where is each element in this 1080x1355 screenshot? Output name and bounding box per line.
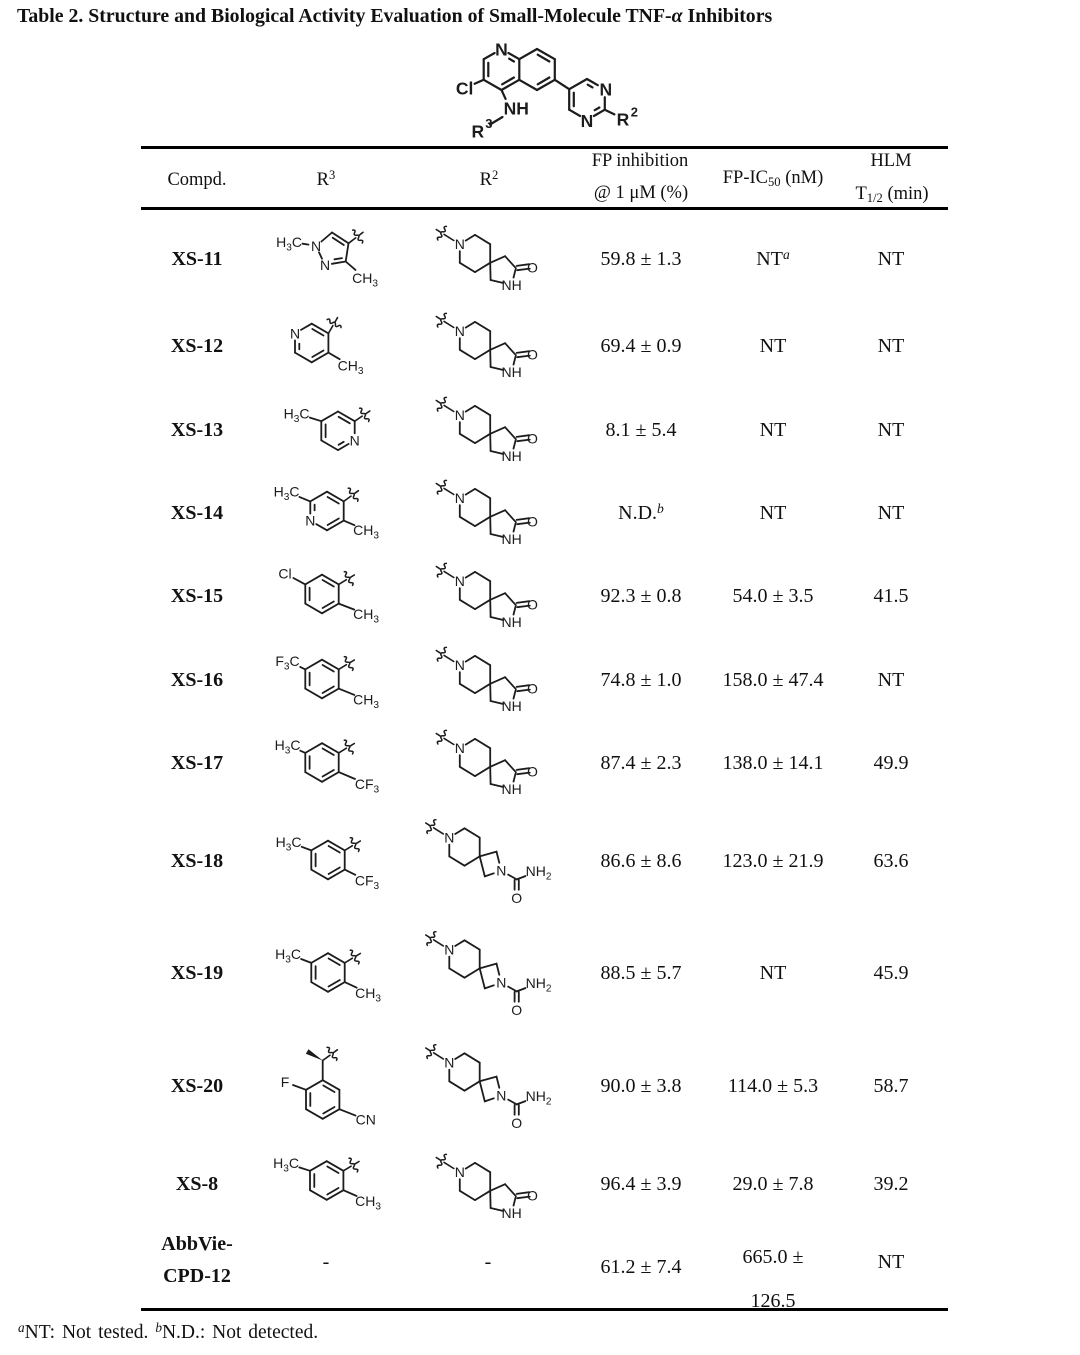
svg-text:CF3: CF3 [355,776,380,795]
svg-text:NH: NH [501,531,521,547]
svg-text:2: 2 [631,104,638,119]
svg-text:N: N [455,740,465,756]
svg-text:F3C: F3C [275,653,299,672]
svg-text:CH3: CH3 [353,692,379,711]
svg-text:N: N [496,863,506,879]
svg-text:O: O [511,890,522,906]
svg-text:N: N [455,657,465,673]
svg-text:H3C: H3C [275,737,301,756]
svg-text:O: O [527,431,538,447]
svg-text:N: N [444,942,454,958]
svg-text:3: 3 [485,116,492,131]
svg-text:O: O [527,1188,538,1204]
svg-text:N: N [581,111,594,131]
svg-text:NH: NH [501,614,521,630]
svg-text:NH2: NH2 [526,975,552,994]
svg-text:NH2: NH2 [526,863,552,882]
svg-text:N: N [496,1088,506,1104]
svg-text:R: R [617,110,630,130]
svg-text:NH: NH [504,99,529,119]
svg-text:O: O [511,1002,522,1018]
svg-text:N: N [455,323,465,339]
svg-text:N: N [599,80,612,100]
svg-text:NH: NH [501,364,521,380]
svg-text:CH3: CH3 [353,522,379,541]
svg-text:N: N [455,236,465,252]
svg-text:F: F [281,1074,290,1090]
svg-text:O: O [527,681,538,697]
svg-text:O: O [527,597,538,613]
svg-text:H3C: H3C [275,946,301,965]
svg-text:CH3: CH3 [352,270,378,289]
svg-text:O: O [527,260,538,276]
svg-text:NH2: NH2 [526,1088,552,1107]
svg-text:H3C: H3C [276,834,302,853]
svg-text:N: N [320,257,330,273]
svg-text:N: N [455,490,465,506]
svg-text:N: N [455,1164,465,1180]
svg-text:O: O [527,764,538,780]
svg-text:Cl: Cl [456,79,474,99]
svg-text:N: N [350,433,360,449]
svg-text:NH: NH [501,1205,521,1221]
svg-text:O: O [511,1115,522,1131]
svg-text:CH3: CH3 [338,358,364,377]
svg-text:N: N [455,407,465,423]
svg-text:N: N [305,513,315,529]
svg-text:H3C: H3C [276,234,302,253]
svg-text:N: N [444,1055,454,1071]
svg-text:H3C: H3C [284,406,310,425]
svg-text:CF3: CF3 [355,873,380,892]
svg-text:NH: NH [501,277,521,293]
svg-text:N: N [495,39,508,59]
svg-text:N: N [290,325,300,341]
svg-text:O: O [527,347,538,363]
svg-text:CH3: CH3 [353,606,379,625]
svg-text:NH: NH [501,448,521,464]
svg-text:CH3: CH3 [355,1193,381,1212]
svg-text:CN: CN [356,1112,376,1128]
svg-text:N: N [311,238,321,254]
svg-text:N: N [444,830,454,846]
svg-text:N: N [455,573,465,589]
svg-text:NH: NH [501,698,521,714]
svg-text:N: N [496,975,506,991]
svg-text:H3C: H3C [273,1155,299,1174]
svg-text:R: R [471,122,484,142]
svg-text:NH: NH [501,781,521,797]
svg-text:O: O [527,514,538,530]
svg-text:CH3: CH3 [355,985,381,1004]
svg-text:H3C: H3C [274,484,300,503]
svg-text:Cl: Cl [278,566,291,582]
